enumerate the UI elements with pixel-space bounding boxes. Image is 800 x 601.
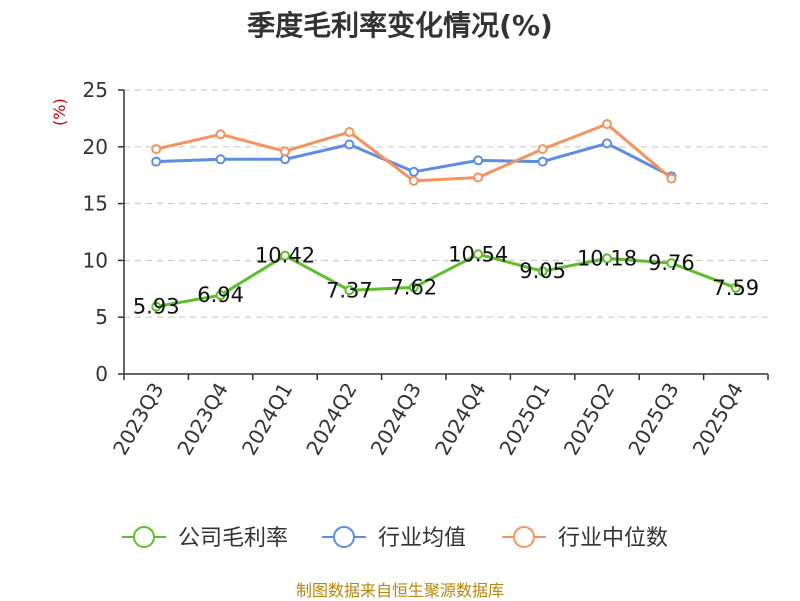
data-point: [602, 119, 612, 130]
legend-item-3: 行业中位数: [502, 526, 668, 551]
x-tick-label: 2025Q2: [559, 379, 619, 460]
legend-label: 行业均值: [378, 526, 466, 551]
data-label: 10.42: [255, 244, 315, 268]
y-tick-label: 15: [83, 192, 108, 216]
chart-title: 季度毛利率变化情况(%): [247, 9, 553, 42]
data-labels: 5.93 6.94 10.42 7.37 7.62 10.54 9.05 10.18 9.76 7…: [133, 242, 759, 318]
data-point: [344, 285, 355, 296]
y-tick-label: 0: [95, 362, 108, 386]
data-point: [151, 156, 162, 167]
series-line-1: [155, 252, 737, 309]
x-tick-label: 2025Q4: [688, 379, 748, 460]
data-point: [408, 166, 419, 177]
y-tick-label: 10: [83, 248, 108, 272]
legend: 公司毛利率 行业均值 行业中位数: [122, 526, 668, 551]
legend-label: 公司毛利率: [178, 526, 288, 551]
data-label: 7.59: [712, 276, 759, 300]
data-point: [666, 258, 677, 269]
data-point: [473, 155, 484, 166]
data-label: 7.62: [390, 275, 437, 299]
y-tick-label: 5: [95, 305, 108, 329]
data-label: 10.18: [577, 246, 637, 270]
data-point: [473, 249, 484, 260]
x-tick-label: 2024Q3: [366, 379, 426, 460]
data-point: [473, 172, 484, 183]
data-point: [151, 301, 162, 312]
data-label: 5.93: [133, 295, 180, 319]
legend-marker-icon: [513, 526, 535, 548]
y-tick-label: 25: [83, 78, 108, 102]
data-point: [730, 282, 741, 293]
data-point: [666, 173, 677, 184]
data-point: [344, 127, 355, 138]
legend-marker-icon: [333, 526, 355, 548]
data-point: [344, 139, 355, 150]
x-tick-label: 2025Q3: [623, 379, 683, 460]
data-label: 6.94: [197, 283, 244, 307]
x-tick-label: 2023Q3: [108, 379, 168, 460]
y-tick-label: 20: [83, 135, 108, 159]
data-label: 10.54: [448, 242, 508, 266]
data-point: [215, 290, 226, 301]
data-point: [408, 282, 419, 293]
legend-item-1: 公司毛利率: [122, 526, 288, 551]
data-point: [602, 253, 612, 264]
data-label: 9.05: [519, 259, 566, 283]
x-tick-label: 2023Q4: [172, 379, 232, 460]
data-label: 7.37: [326, 278, 373, 302]
source-note: 制图数据来自恒生聚源数据库: [295, 581, 504, 600]
data-point: [537, 266, 548, 277]
x-tick-label: 2024Q4: [430, 379, 490, 460]
data-point: [537, 156, 548, 167]
data-point: [408, 175, 419, 186]
data-point: [537, 144, 548, 155]
legend-label: 行业中位数: [558, 526, 668, 551]
x-tick-label: 2024Q2: [301, 379, 361, 460]
x-tick-label: 2024Q1: [237, 379, 297, 460]
data-point: [215, 129, 226, 140]
data-point: [280, 154, 290, 165]
data-label: 9.76: [648, 251, 695, 275]
data-point: [280, 146, 290, 157]
legend-marker-icon: [133, 526, 155, 548]
data-point: [280, 250, 290, 261]
data-point: [215, 154, 226, 165]
data-point: [151, 144, 162, 155]
grid-lines: [124, 89, 768, 318]
series-lines: [151, 119, 741, 312]
legend-item-2: 行业均值: [322, 526, 466, 551]
x-tick-label: 2025Q1: [494, 379, 554, 460]
data-point: [602, 138, 612, 149]
